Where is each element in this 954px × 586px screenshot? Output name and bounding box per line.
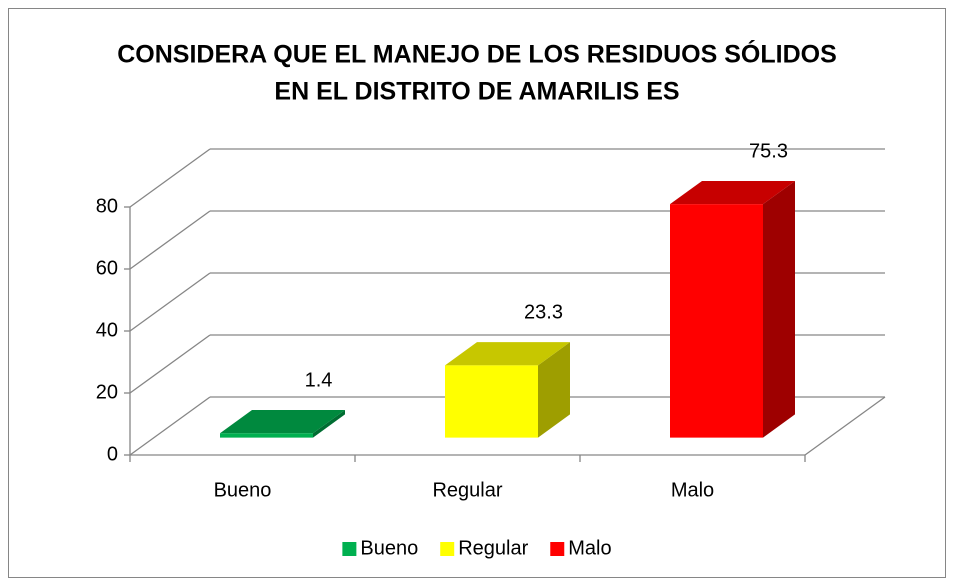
legend-item: Regular: [440, 537, 529, 559]
bar-top: [445, 342, 570, 366]
legend-label: Bueno: [360, 537, 418, 559]
bar: [670, 204, 763, 438]
bar-top: [220, 410, 345, 434]
x-tick-label: Bueno: [214, 479, 272, 501]
grid-line: [129, 334, 211, 394]
legend-swatch: [440, 542, 455, 556]
grid-line: [129, 396, 211, 456]
chart-title: CONSIDERA QUE EL MANEJO DE LOS RESIDUOS …: [117, 39, 837, 69]
bar-side: [763, 180, 795, 438]
data-label: 75.3: [749, 140, 788, 162]
legend-swatch: [550, 542, 565, 556]
bar-top: [670, 180, 795, 205]
grid-line: [129, 210, 211, 270]
chart-title: EN EL DISTRITO DE AMARILIS ES: [274, 78, 679, 106]
grid-line: [129, 272, 211, 332]
legend-item: Bueno: [342, 537, 418, 559]
x-tick-label: Malo: [671, 479, 714, 501]
grid-line: [129, 148, 211, 208]
bar: [445, 365, 538, 438]
y-tick-label: 40: [96, 319, 118, 341]
y-tick-label: 60: [96, 257, 118, 279]
floor-edge: [804, 396, 886, 456]
y-tick-label: 80: [96, 195, 118, 217]
legend-swatch: [342, 542, 357, 556]
legend-item: Malo: [550, 537, 612, 559]
data-label: 1.4: [305, 369, 333, 391]
y-tick-label: 0: [107, 443, 118, 465]
bar-side: [538, 342, 570, 438]
x-tick-label: Regular: [432, 479, 502, 501]
legend-label: Regular: [458, 537, 528, 559]
bar: [220, 433, 313, 438]
bar-side: [313, 410, 345, 438]
y-tick-label: 20: [96, 381, 118, 403]
legend-label: Malo: [568, 537, 611, 559]
data-label: 23.3: [524, 301, 563, 323]
